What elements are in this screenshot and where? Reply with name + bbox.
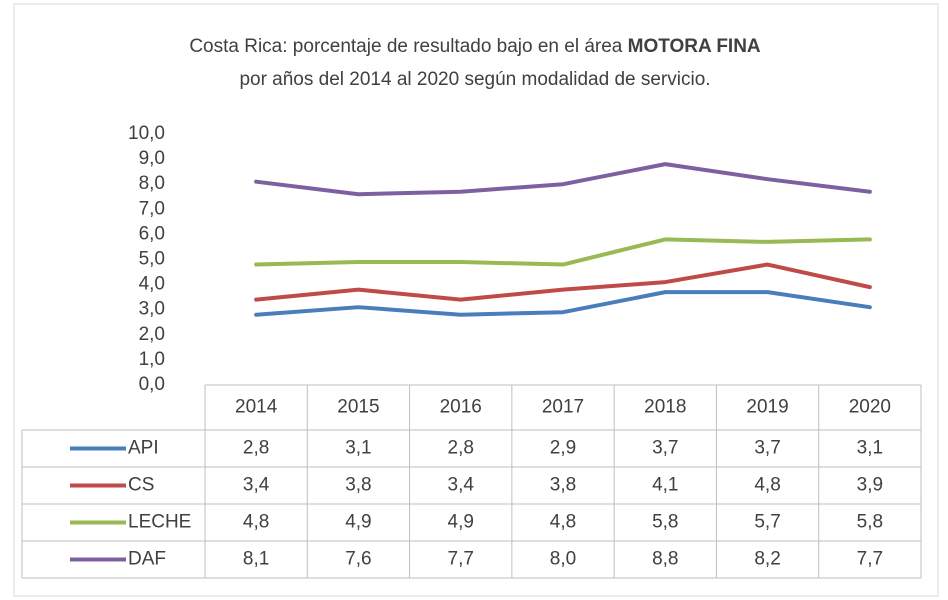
table-value: 3,1	[345, 438, 371, 459]
table-value: 3,7	[754, 438, 780, 459]
x-tick-label: 2015	[337, 397, 379, 418]
table-value: 3,4	[448, 475, 475, 496]
x-tick-label: 2017	[542, 397, 584, 418]
table-value: 3,4	[243, 475, 270, 496]
series-line	[254, 262, 872, 302]
x-tick-label: 2020	[849, 397, 891, 418]
table-value: 8,0	[550, 549, 576, 570]
table-value: 5,8	[857, 512, 883, 533]
table-value: 5,8	[652, 512, 678, 533]
y-tick-label: 8,0	[139, 173, 165, 194]
legend-label: LECHE	[128, 512, 191, 533]
y-tick-label: 10,0	[128, 123, 165, 144]
table-value: 4,1	[652, 475, 678, 496]
y-tick-label: 9,0	[139, 148, 165, 169]
legend-label: DAF	[128, 549, 166, 570]
series-line	[254, 162, 872, 197]
y-tick-label: 7,0	[139, 198, 165, 219]
table-value: 8,1	[243, 549, 269, 570]
legend-label: API	[128, 438, 159, 459]
table-value: 3,8	[345, 475, 371, 496]
table-value: 4,9	[448, 512, 474, 533]
table-value: 3,7	[652, 438, 678, 459]
table-value: 4,8	[243, 512, 269, 533]
table-value: 7,7	[448, 549, 474, 570]
title-part: MOTORA FINA	[628, 36, 761, 57]
table-value: 3,9	[857, 475, 883, 496]
x-tick-label: 2019	[746, 397, 788, 418]
x-tick-label: 2018	[644, 397, 686, 418]
legend-label: CS	[128, 475, 154, 496]
table-value: 2,9	[550, 438, 576, 459]
y-tick-label: 1,0	[139, 349, 165, 370]
y-tick-label: 4,0	[139, 274, 165, 295]
table-value: 2,8	[448, 438, 474, 459]
table-value: 4,9	[345, 512, 371, 533]
x-tick-label: 2014	[235, 397, 278, 418]
table-value: 2,8	[243, 438, 269, 459]
table-value: 3,8	[550, 475, 576, 496]
series-line	[254, 237, 872, 267]
y-tick-label: 2,0	[139, 324, 165, 345]
table-value: 4,8	[754, 475, 780, 496]
x-tick-label: 2016	[440, 397, 482, 418]
table-value: 8,2	[754, 549, 780, 570]
table-value: 4,8	[550, 512, 576, 533]
title-part: Costa Rica: porcentaje de resultado bajo…	[189, 36, 627, 57]
y-tick-label: 3,0	[139, 299, 165, 320]
table-value: 3,1	[857, 438, 883, 459]
table-value: 7,6	[345, 549, 371, 570]
series-line	[254, 290, 872, 317]
chart-title: Costa Rica: porcentaje de resultado bajo…	[189, 36, 761, 57]
table-value: 8,8	[652, 549, 678, 570]
y-tick-label: 0,0	[139, 374, 165, 395]
y-tick-label: 6,0	[139, 223, 165, 244]
chart-subtitle: por años del 2014 al 2020 según modalida…	[239, 69, 710, 90]
table-value: 5,7	[754, 512, 780, 533]
y-tick-label: 5,0	[139, 249, 165, 270]
table-value: 7,7	[857, 549, 883, 570]
